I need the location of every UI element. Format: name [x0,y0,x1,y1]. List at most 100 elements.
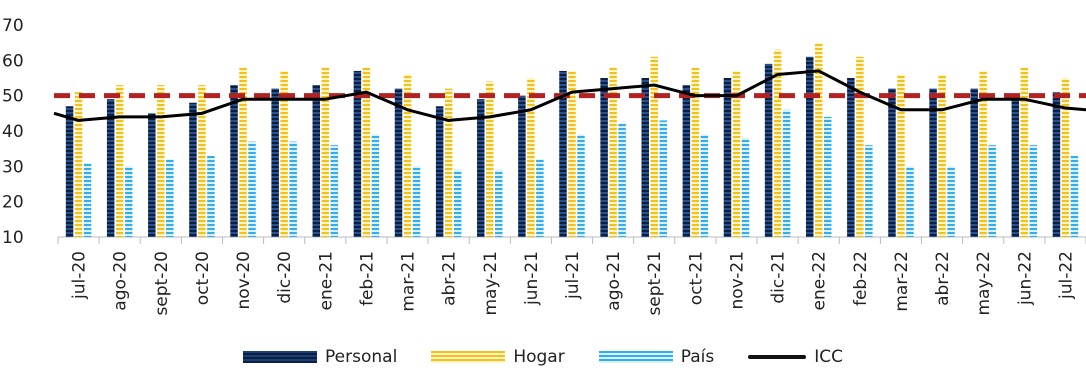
x-tick-label: dic-21 [769,251,789,304]
bar-hogar [650,56,658,237]
bar-personal [641,78,649,237]
x-axis-labels: jul-20 ago-20 sept-20 oct-20 nov-20 dic-20 ene… [70,251,1077,316]
y-tick-label: 50 [2,87,24,107]
bar-personal [106,99,115,237]
bar-pais [1070,155,1079,237]
y-tick-label: 40 [2,122,24,142]
bar-hogar [1061,78,1070,237]
x-tick-label: sept-21 [645,251,665,316]
bar-personal [970,88,978,237]
bar-hogar [979,70,987,237]
x-tick-label: jul-22 [1056,251,1076,300]
bar-pais [412,166,421,237]
bar-hogar [897,74,905,237]
bar-pais [906,166,914,237]
y-tick-label: 60 [2,51,24,71]
x-tick-label: dic-20 [275,251,295,304]
bar-hogar [239,67,247,238]
x-tick-label: abr-22 [933,251,953,306]
x-tick-label: ago-20 [111,251,131,311]
bar-personal [888,88,896,237]
bar-personal [353,70,362,237]
bar-pais [371,134,380,237]
x-tick-label: nov-20 [234,251,254,310]
bar-pais [1029,145,1038,237]
bar-personal [682,85,691,237]
legend-item-icc: ICC [748,347,843,367]
legend-item-pais: País [598,346,715,367]
bar-personal [230,85,238,237]
bar-hogar [609,67,617,238]
x-tick-label: jul-20 [70,251,90,300]
bar-hogar [691,67,700,238]
bar-pais [659,120,667,237]
bar-pais [330,145,339,237]
bar-personal [271,88,279,237]
bar-personal [805,56,814,237]
bar-personal [723,78,732,237]
x-tick-label: oct-21 [686,251,706,305]
legend-label-pais: País [680,346,715,367]
bar-pais [124,166,133,237]
legend-label-icc: ICC [814,346,843,367]
bar-personal [148,113,156,237]
x-tick-label: jun-21 [522,251,542,306]
bar-personal [600,78,608,237]
bar-pais [289,141,297,237]
bar-hogar [856,56,864,237]
x-tick-label: ene-22 [810,251,830,310]
bar-personal [65,106,74,238]
bar-personal [764,63,773,237]
x-tick-label: mar-21 [399,251,419,312]
bar-hogar [486,81,494,238]
bar-pais [741,138,750,237]
x-tick-label: may-21 [481,251,501,316]
bar-hogar [362,67,371,238]
bar-personal [189,102,197,237]
bar-pais [495,169,503,237]
bar-pais [947,166,955,237]
bar-pais [207,155,215,237]
bar-pais [782,109,791,237]
bar-hogar [403,74,412,237]
bar-hogar [444,88,453,237]
icc-line-path [53,69,1086,122]
bar-personal [518,95,526,238]
bar-hogar [157,85,165,237]
x-tick-label: jul-21 [563,251,583,300]
legend-swatch-pais [598,350,673,363]
legend-swatch-hogar [431,350,506,363]
bar-hogar [198,85,206,237]
bar-personal [394,88,403,237]
legend-swatch-personal [243,350,318,363]
bar-personal [1011,99,1020,237]
bar-personal [847,78,855,237]
bars [65,42,1079,238]
y-tick-label: 10 [2,228,24,248]
bar-personal [929,88,937,237]
bar-hogar [527,78,535,237]
x-tick-label: ago-21 [604,251,624,311]
y-tick-label: 20 [2,193,24,213]
bar-pais [865,145,873,237]
bar-hogar [74,92,83,237]
x-tick-label: feb-22 [851,251,871,306]
legend: Personal Hogar País ICC [0,340,1086,373]
bar-hogar [115,85,124,237]
bar-pais [536,159,544,237]
bar-personal [435,106,444,238]
legend-label-hogar: Hogar [513,346,565,367]
bar-personal [477,99,485,237]
bar-hogar [814,42,823,237]
bar-hogar [280,70,288,237]
y-axis-labels: 10 20 30 40 50 60 70 [2,16,24,248]
bar-personal [559,70,567,237]
bar-personal [312,85,321,237]
bar-hogar [568,70,576,237]
bar-pais [453,169,462,237]
bar-pais [83,162,92,237]
legend-swatch-icc [748,354,807,359]
bar-pais [618,123,626,237]
